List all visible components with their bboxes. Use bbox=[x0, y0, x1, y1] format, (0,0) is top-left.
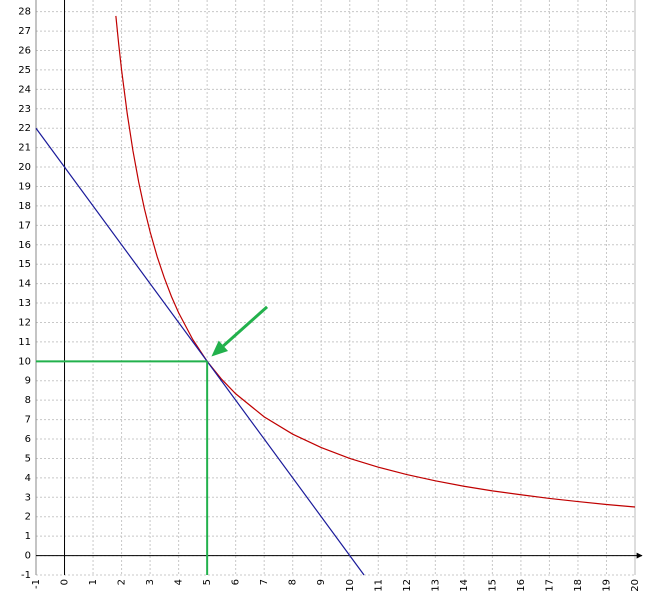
y-tick-label: 14 bbox=[18, 279, 31, 290]
y-tick-label: 19 bbox=[18, 181, 31, 192]
x-tick-label: 1 bbox=[88, 579, 99, 585]
x-tick-label: 19 bbox=[601, 579, 612, 592]
y-tick-label: 15 bbox=[18, 259, 31, 270]
x-tick-label: 16 bbox=[516, 579, 527, 592]
x-tick-label: 8 bbox=[288, 579, 299, 585]
x-tick-label: 2 bbox=[117, 579, 128, 585]
y-tick-label: 13 bbox=[18, 298, 31, 309]
x-tick-label: 11 bbox=[373, 579, 384, 592]
x-tick-label: 0 bbox=[60, 579, 71, 585]
y-tick-label: 8 bbox=[25, 395, 31, 406]
y-tick-label: 4 bbox=[25, 473, 31, 484]
y-tick-label: 7 bbox=[25, 415, 31, 426]
y-tick-label: 1 bbox=[25, 531, 31, 542]
y-tick-label: 10 bbox=[18, 356, 31, 367]
x-tick-label: 3 bbox=[145, 579, 156, 585]
y-tick-label: 26 bbox=[18, 46, 31, 57]
x-tick-label: 7 bbox=[259, 579, 270, 585]
y-tick-label: 16 bbox=[18, 240, 31, 251]
x-tick-label: 10 bbox=[345, 579, 356, 592]
y-tick-label: 2 bbox=[25, 512, 31, 523]
y-tick-label: 11 bbox=[18, 337, 31, 348]
y-tick-label: 23 bbox=[18, 104, 31, 115]
x-tick-label: 9 bbox=[316, 579, 327, 585]
y-tick-label: 12 bbox=[18, 317, 31, 328]
x-tick-label: -1 bbox=[31, 579, 42, 589]
x-tick-label: 14 bbox=[459, 579, 470, 592]
y-tick-label: 28 bbox=[18, 7, 31, 18]
y-tick-label: 17 bbox=[18, 220, 31, 231]
arrow-head bbox=[211, 340, 229, 357]
y-tick-label: 27 bbox=[18, 26, 31, 37]
x-tick-label: 17 bbox=[544, 579, 555, 592]
x-tick-label: 6 bbox=[231, 579, 242, 585]
y-tick-label: 18 bbox=[18, 201, 31, 212]
series-line bbox=[115, 15, 636, 508]
x-tick-label: 13 bbox=[430, 579, 441, 592]
y-tick-label: 0 bbox=[25, 551, 31, 562]
y-tick-label: 21 bbox=[18, 143, 31, 154]
x-tick-label: 15 bbox=[487, 579, 498, 592]
y-tick-label: 20 bbox=[18, 162, 31, 173]
arrow-shaft bbox=[222, 305, 269, 347]
x-tick-label: 20 bbox=[630, 579, 641, 592]
x-tick-label: 4 bbox=[174, 579, 185, 585]
y-tick-label: 6 bbox=[25, 434, 31, 445]
y-tick-label: 22 bbox=[18, 123, 31, 134]
y-tick-label: 25 bbox=[18, 65, 31, 76]
y-tick-label: 24 bbox=[18, 84, 31, 95]
x-tick-label: 12 bbox=[402, 579, 413, 592]
y-tick-label: 5 bbox=[25, 453, 31, 464]
x-tick-label: 5 bbox=[202, 579, 213, 585]
y-tick-label: 3 bbox=[25, 492, 31, 503]
y-tick-label: -1 bbox=[21, 570, 31, 581]
x-tick-label: 18 bbox=[573, 579, 584, 592]
y-tick-label: 9 bbox=[25, 376, 31, 387]
series-line bbox=[35, 127, 365, 576]
